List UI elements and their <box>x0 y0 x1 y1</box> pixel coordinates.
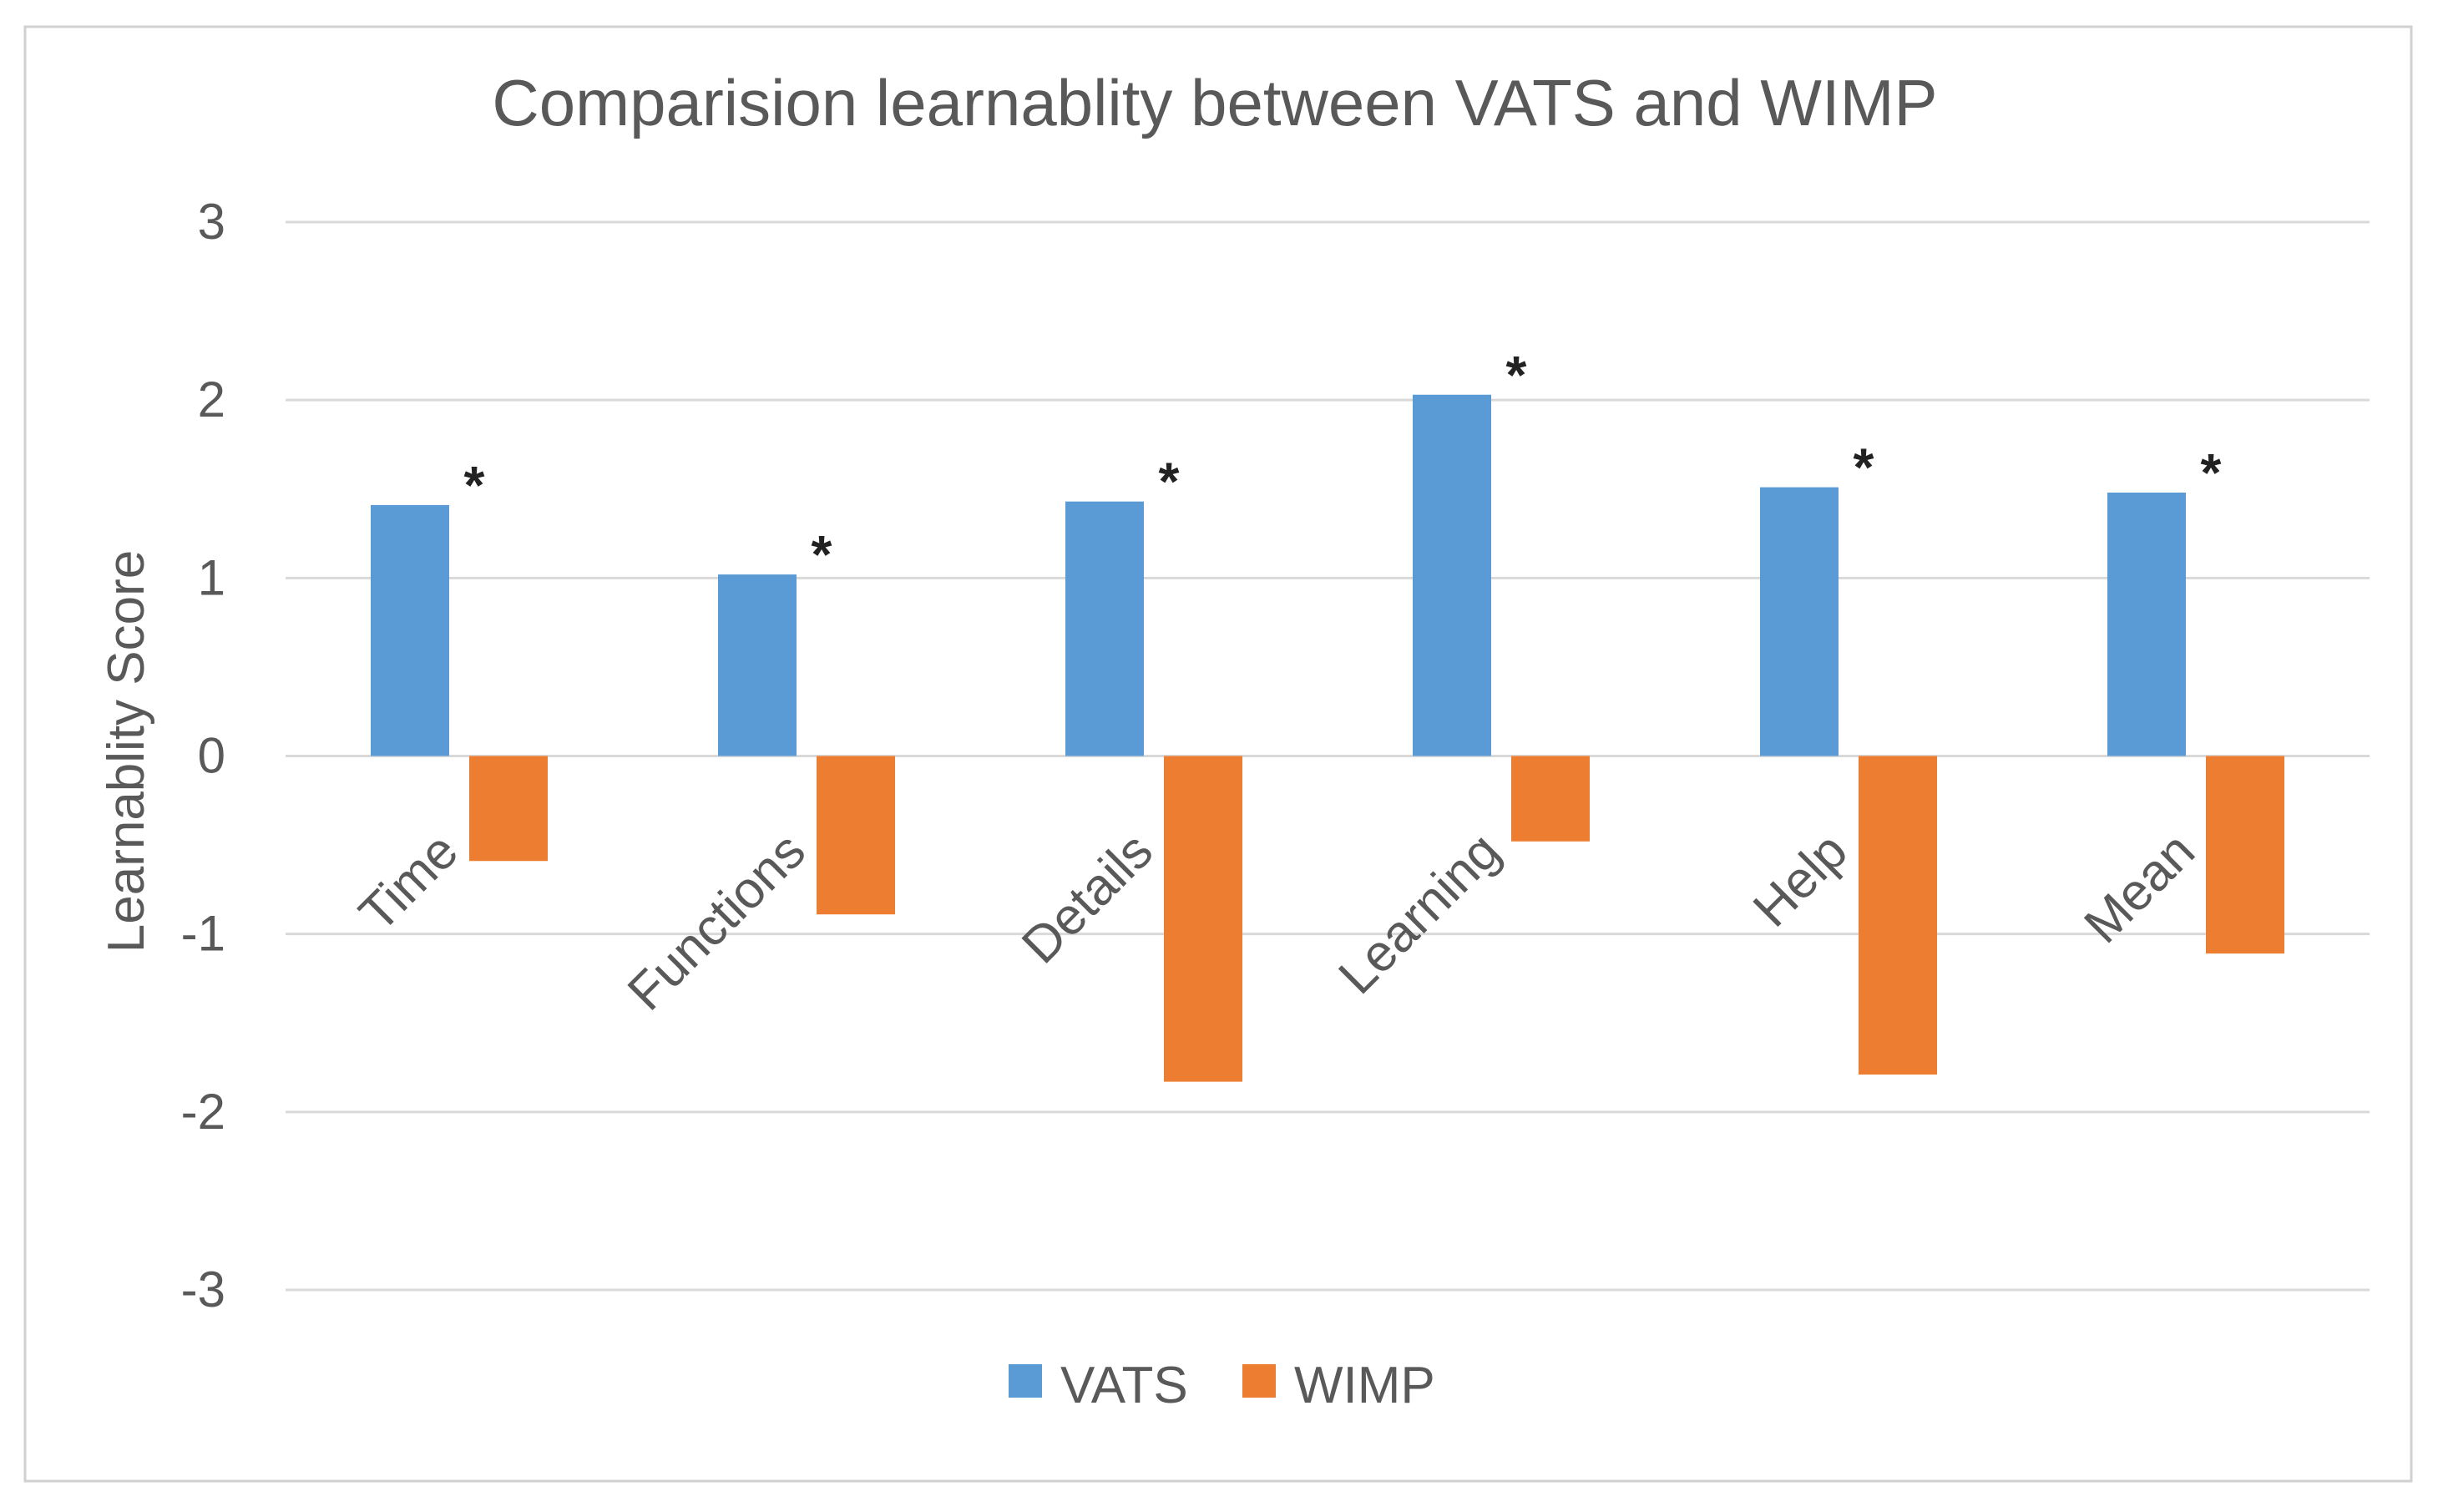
bars <box>371 394 2284 1082</box>
bar-vats-learning[interactable] <box>1413 394 1491 756</box>
legend-label-vats[interactable]: VATS <box>1060 1357 1188 1414</box>
y-tick-label: 1 <box>198 549 225 605</box>
y-tick-label: 2 <box>198 372 225 427</box>
bar-wimp-functions[interactable] <box>817 756 895 915</box>
bar-vats-help[interactable] <box>1760 487 1839 756</box>
y-tick-label: -2 <box>181 1084 225 1140</box>
legend-swatch-vats <box>1009 1364 1042 1398</box>
bar-wimp-time[interactable] <box>469 756 548 862</box>
significance-marker: * <box>1159 452 1180 512</box>
legend[interactable]: VATS WIMP <box>1009 1357 1435 1414</box>
y-tick-label: -3 <box>181 1262 225 1317</box>
bar-wimp-details[interactable] <box>1164 756 1242 1082</box>
y-tick-label: -1 <box>181 906 225 962</box>
significance-marker: * <box>1506 345 1527 405</box>
bar-vats-mean[interactable] <box>2107 493 2186 756</box>
gridlines <box>286 220 2370 1292</box>
bar-wimp-learning[interactable] <box>1511 756 1590 842</box>
bar-wimp-help[interactable] <box>1859 756 1937 1075</box>
y-tick-label: 3 <box>198 194 225 250</box>
significance-marker: * <box>464 455 485 515</box>
legend-swatch-wimp <box>1242 1364 1276 1398</box>
y-axis-label: Learnablity Score <box>98 550 155 953</box>
significance-marker: * <box>1854 437 1874 498</box>
bar-vats-details[interactable] <box>1065 501 1144 756</box>
significance-markers: * * * * * * <box>464 345 2222 584</box>
significance-marker: * <box>2201 442 2222 503</box>
chart-title: Comparision learnablity between VATS and… <box>492 66 1937 139</box>
bar-vats-time[interactable] <box>371 504 449 756</box>
legend-label-wimp[interactable]: WIMP <box>1294 1357 1435 1414</box>
significance-marker: * <box>812 524 832 584</box>
y-tick-label: 0 <box>198 728 225 784</box>
bar-vats-functions[interactable] <box>718 574 797 756</box>
bar-wimp-mean[interactable] <box>2206 756 2284 954</box>
y-axis-ticks: 3 2 1 0 -1 -2 -3 <box>181 194 225 1317</box>
